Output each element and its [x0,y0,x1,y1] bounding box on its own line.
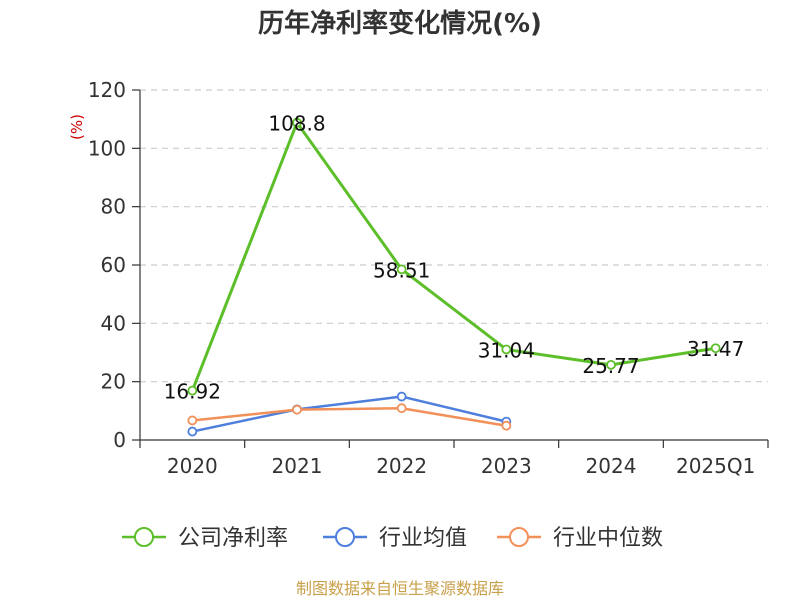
y-tick-label: 80 [101,195,126,219]
data-label: 31.47 [687,337,744,361]
data-point [187,385,198,396]
data-point [292,117,302,128]
data-point [396,264,407,275]
x-tick-label: 2020 [167,454,218,478]
x-tick-label: 2022 [376,454,427,478]
data-point [292,404,302,415]
source-note: 制图数据来自恒生聚源数据库 [296,579,504,598]
legend-marker [509,527,529,547]
y-tick-label: 20 [101,370,126,394]
legend-label: 公司净利率 [178,526,288,551]
series-line [190,121,716,392]
data-point [606,359,616,370]
data-point [396,391,407,402]
y-tick-label: 100 [88,136,126,160]
data-point [187,415,198,426]
y-tick-label: 0 [113,428,126,452]
data-label: 58.51 [373,258,430,282]
series-line [192,406,507,427]
x-tick-label: 2024 [586,454,637,478]
legend-marker [335,527,355,547]
data-label: 25.77 [582,354,639,378]
x-tick-label: 2021 [272,454,323,478]
data-point [710,343,721,354]
y-tick-label: 60 [101,253,126,277]
legend-marker [134,527,154,547]
x-tick-label: 2023 [481,454,532,478]
data-labels: 16.92 108.8 58.51 31.04 25.77 31.47 [164,112,745,404]
data-point [396,403,407,414]
axes: 0 20 40 60 80 100 120 2020 2021 2022 2023 2024 2025Q… [88,78,769,478]
y-tick-label: 120 [88,78,126,102]
legend-label: 行业均值 [379,526,467,551]
data-label: 16.92 [164,380,221,404]
legend-label: 行业中位数 [553,526,663,551]
x-tick-label: 2025Q1 [676,454,755,478]
series-line [192,395,507,433]
data-point [187,426,198,437]
data-label: 31.04 [478,338,535,362]
data-label: 108.8 [268,112,325,136]
series-layer [187,117,721,437]
data-point [501,420,512,431]
y-tick-label: 40 [101,311,126,335]
legend: 公司净利率 行业均值 行业中位数 [122,526,663,551]
data-point [501,344,512,355]
y-axis-unit: (%) [68,114,86,140]
grid [140,89,768,383]
chart-title: 历年净利率变化情况(%) [258,8,542,39]
